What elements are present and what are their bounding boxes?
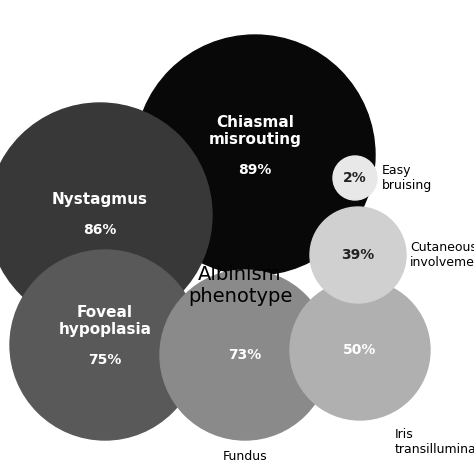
Circle shape: [290, 280, 430, 420]
Text: Nystagmus: Nystagmus: [52, 192, 148, 207]
Text: 75%: 75%: [88, 353, 122, 367]
Circle shape: [0, 103, 212, 327]
Text: 50%: 50%: [343, 343, 377, 357]
Circle shape: [160, 270, 330, 440]
Text: Chiasmal
misrouting: Chiasmal misrouting: [209, 115, 301, 147]
Text: Easy
bruising: Easy bruising: [382, 164, 432, 192]
Text: 73%: 73%: [228, 348, 262, 362]
Text: 86%: 86%: [83, 223, 117, 237]
Text: 2%: 2%: [343, 171, 367, 185]
Text: Cutaneous
involvement: Cutaneous involvement: [410, 241, 474, 269]
Circle shape: [310, 207, 406, 303]
Circle shape: [10, 250, 200, 440]
Circle shape: [333, 156, 377, 200]
Text: Albinism
phenotype: Albinism phenotype: [188, 264, 292, 306]
Text: 39%: 39%: [341, 248, 374, 262]
Text: Fundus
hypopigmentation: Fundus hypopigmentation: [188, 450, 302, 463]
Text: 89%: 89%: [238, 163, 272, 177]
Text: Iris
transillumination: Iris transillumination: [395, 428, 474, 456]
Text: Foveal
hypoplasia: Foveal hypoplasia: [58, 305, 152, 337]
Circle shape: [135, 35, 375, 275]
